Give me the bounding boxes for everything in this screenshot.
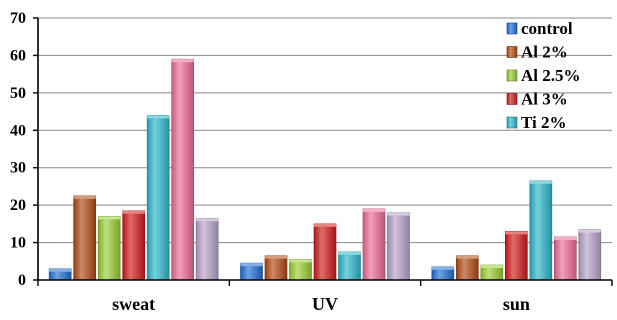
legend-swatch	[506, 93, 518, 105]
bar	[122, 210, 145, 281]
bar	[505, 231, 528, 281]
y-tick-label: 50	[10, 85, 26, 102]
axes	[33, 17, 613, 286]
bar-top	[49, 268, 72, 272]
y-tick-label: 60	[10, 47, 26, 64]
bar-top	[480, 265, 503, 269]
bar-top	[338, 251, 361, 255]
gridlines	[38, 17, 612, 244]
bar-top	[314, 223, 336, 227]
y-tick-label: 70	[10, 10, 26, 27]
legend-label: Ti 2%	[521, 113, 567, 132]
y-tick-label: 10	[10, 235, 26, 252]
legend-swatch	[506, 116, 518, 129]
bar-top	[171, 59, 194, 63]
legend: control Al 2% Al 2.5% Al 3% Ti 2%	[506, 19, 581, 132]
y-tick-label: 30	[10, 160, 26, 177]
bar-top	[73, 195, 96, 199]
bar	[554, 236, 577, 281]
bars	[48, 58, 602, 281]
bar	[195, 217, 219, 281]
x-tick-label: UV	[312, 294, 338, 314]
x-tick-label: sweat	[112, 294, 155, 314]
x-axis-labels: sweat UV sun	[112, 294, 530, 314]
bar-top	[196, 218, 219, 222]
x-tick-label: sun	[503, 294, 530, 314]
bar	[578, 229, 602, 281]
bar-top	[529, 180, 552, 184]
bar	[362, 208, 386, 281]
bar-top	[578, 229, 601, 233]
bar-top	[505, 231, 528, 235]
y-axis-ticks: 0 10 20 30 40 50 60 70	[10, 10, 26, 289]
bar-top	[122, 210, 145, 214]
bar	[264, 255, 288, 281]
bar-top	[98, 216, 121, 220]
bar	[338, 251, 361, 281]
y-tick-label: 40	[10, 122, 26, 139]
bar-top	[387, 212, 410, 216]
legend-swatch	[506, 22, 518, 35]
legend-swatch	[506, 69, 518, 82]
y-tick-label: 20	[10, 197, 26, 214]
bar-top	[240, 263, 263, 267]
legend-swatch	[506, 46, 518, 58]
bar-top	[456, 255, 479, 259]
bar	[289, 259, 312, 281]
legend-label: control	[521, 19, 573, 38]
bar	[73, 195, 96, 281]
bar-top	[363, 208, 385, 212]
bar	[171, 58, 194, 281]
bar	[146, 115, 170, 281]
bar	[387, 212, 410, 281]
legend-label: Al 2.5%	[521, 66, 581, 85]
legend-label: Al 3%	[521, 90, 568, 109]
bar-top	[265, 255, 287, 259]
bar-top	[554, 236, 577, 240]
y-tick-label: 0	[18, 272, 26, 289]
bar	[97, 216, 121, 281]
bar	[456, 255, 479, 281]
legend-label: Al 2%	[521, 43, 568, 62]
bar-top	[147, 115, 170, 119]
bar	[529, 180, 553, 281]
bar-top	[289, 259, 312, 263]
bar-top	[431, 266, 454, 270]
bar	[313, 223, 337, 281]
